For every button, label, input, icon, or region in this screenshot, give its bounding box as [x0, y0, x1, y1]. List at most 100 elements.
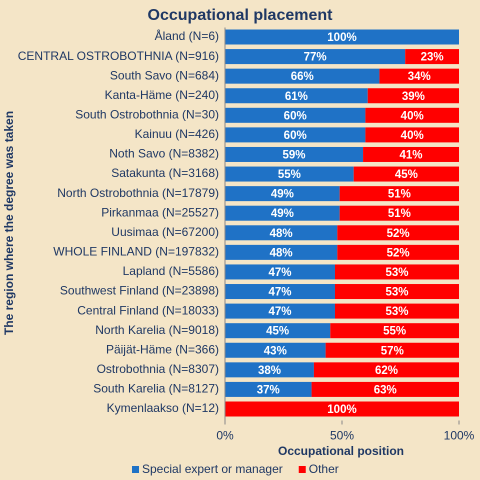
value-label: 47%: [268, 306, 291, 318]
bar-segment: [225, 303, 335, 319]
legend-label: Special expert or manager: [142, 462, 283, 476]
value-label: 45%: [266, 326, 289, 338]
value-label: 48%: [270, 228, 293, 240]
y-tick-label: Noth Savo (N=8382): [109, 147, 219, 161]
y-tick-label: Central Finland (N=18033): [77, 303, 219, 317]
value-label: 45%: [395, 169, 418, 181]
y-tick-label: Pirkanmaa (N=25527): [101, 205, 219, 219]
value-label: 51%: [388, 189, 411, 201]
x-tick-label: 100%: [444, 429, 475, 443]
value-label: 53%: [385, 306, 408, 318]
bar-segment: [334, 303, 459, 319]
bar-segment: [363, 146, 459, 162]
bar-segment: [225, 205, 340, 221]
bar-segment: [339, 205, 459, 221]
y-tick-label: Kymenlaakso (N=12): [107, 401, 219, 415]
bar-segment: [337, 225, 459, 241]
value-label: 66%: [291, 71, 314, 83]
y-tick-label: WHOLE FINLAND (N=197832): [53, 245, 219, 259]
y-tick-label: Southwest Finland (N=23898): [60, 284, 219, 298]
value-label: 53%: [385, 267, 408, 279]
bar-segment: [225, 49, 406, 65]
y-axis-label: The region where the degree was taken: [2, 111, 16, 335]
value-label: 48%: [270, 247, 293, 259]
y-tick-label: Kanta-Häme (N=240): [105, 88, 219, 102]
value-label: 47%: [268, 287, 291, 299]
y-tick-label: Ostrobothnia (N=8307): [97, 362, 219, 376]
value-label: 60%: [284, 110, 307, 122]
bar-segment: [225, 29, 459, 45]
value-label: 53%: [385, 287, 408, 299]
value-label: 77%: [304, 52, 327, 64]
bar-segment: [225, 107, 366, 123]
value-label: 63%: [374, 384, 397, 396]
value-label: 49%: [271, 208, 294, 220]
bar-segment: [334, 264, 459, 280]
bar-segment: [225, 284, 335, 300]
value-label: 41%: [400, 150, 423, 162]
y-tick-label: North Ostrobothnia (N=17879): [57, 186, 219, 200]
value-label: 52%: [387, 228, 410, 240]
value-label: 52%: [387, 247, 410, 259]
bar-segment: [225, 323, 331, 339]
bar-segment: [225, 244, 338, 260]
value-label: 55%: [278, 169, 301, 181]
y-tick-label: Päijät-Häme (N=366): [106, 342, 219, 356]
value-label: 100%: [327, 404, 356, 416]
bar-segment: [225, 362, 314, 378]
bar-segment: [353, 166, 459, 182]
y-tick-label: Satakunta (N=3168): [111, 166, 219, 180]
value-label: 37%: [257, 384, 280, 396]
value-label: 47%: [268, 267, 291, 279]
bar-segment: [313, 362, 459, 378]
y-tick-label: Uusimaa (N=67200): [111, 225, 219, 239]
bar-segment: [225, 401, 459, 417]
y-tick-label: South Savo (N=684): [110, 68, 219, 82]
value-label: 34%: [408, 71, 431, 83]
value-label: 39%: [402, 91, 425, 103]
y-tick-label: South Ostrobothnia (N=30): [75, 107, 219, 121]
bar-segment: [225, 225, 338, 241]
x-tick-label: 0%: [216, 429, 234, 443]
bar-segment: [225, 88, 368, 104]
legend-label: Other: [309, 462, 339, 476]
value-label: 43%: [264, 345, 287, 357]
bar-segment: [225, 127, 366, 143]
bar-segment: [337, 244, 459, 260]
bar-segment: [325, 342, 459, 358]
bar-segment: [334, 284, 459, 300]
value-label: 59%: [283, 150, 306, 162]
bar-segment: [225, 146, 364, 162]
bar-segment: [225, 186, 340, 202]
bar-segment: [225, 166, 354, 182]
y-tick-label: Åland (N=6): [155, 28, 219, 43]
bar-segment: [225, 342, 326, 358]
value-label: 51%: [388, 208, 411, 220]
x-tick-label: 50%: [330, 429, 354, 443]
value-label: 40%: [401, 130, 424, 142]
value-label: 38%: [258, 365, 281, 377]
value-label: 62%: [375, 365, 398, 377]
value-label: 55%: [383, 326, 406, 338]
y-tick-label: CENTRAL OSTROBOTHNIA (N=916): [18, 49, 219, 63]
chart-title: Occupational placement: [148, 7, 334, 24]
value-label: 61%: [285, 91, 308, 103]
bar-segment: [365, 127, 459, 143]
x-axis-label: Occupational position: [278, 444, 404, 458]
y-tick-label: South Karelia (N=8127): [93, 382, 219, 396]
bar-segment: [225, 68, 380, 84]
value-label: 23%: [421, 52, 444, 64]
y-tick-label: Lapland (N=5586): [123, 264, 219, 278]
value-label: 100%: [327, 32, 356, 44]
value-label: 57%: [381, 345, 404, 357]
bar-segment: [225, 264, 335, 280]
y-tick-label: North Karelia (N=9018): [95, 323, 219, 337]
value-label: 60%: [284, 130, 307, 142]
bar-segment: [225, 381, 312, 397]
bar-segment: [365, 107, 459, 123]
bar-segment: [405, 49, 459, 65]
bar-segment: [339, 186, 459, 202]
bar-segment: [311, 381, 459, 397]
legend-swatch: [298, 466, 306, 473]
